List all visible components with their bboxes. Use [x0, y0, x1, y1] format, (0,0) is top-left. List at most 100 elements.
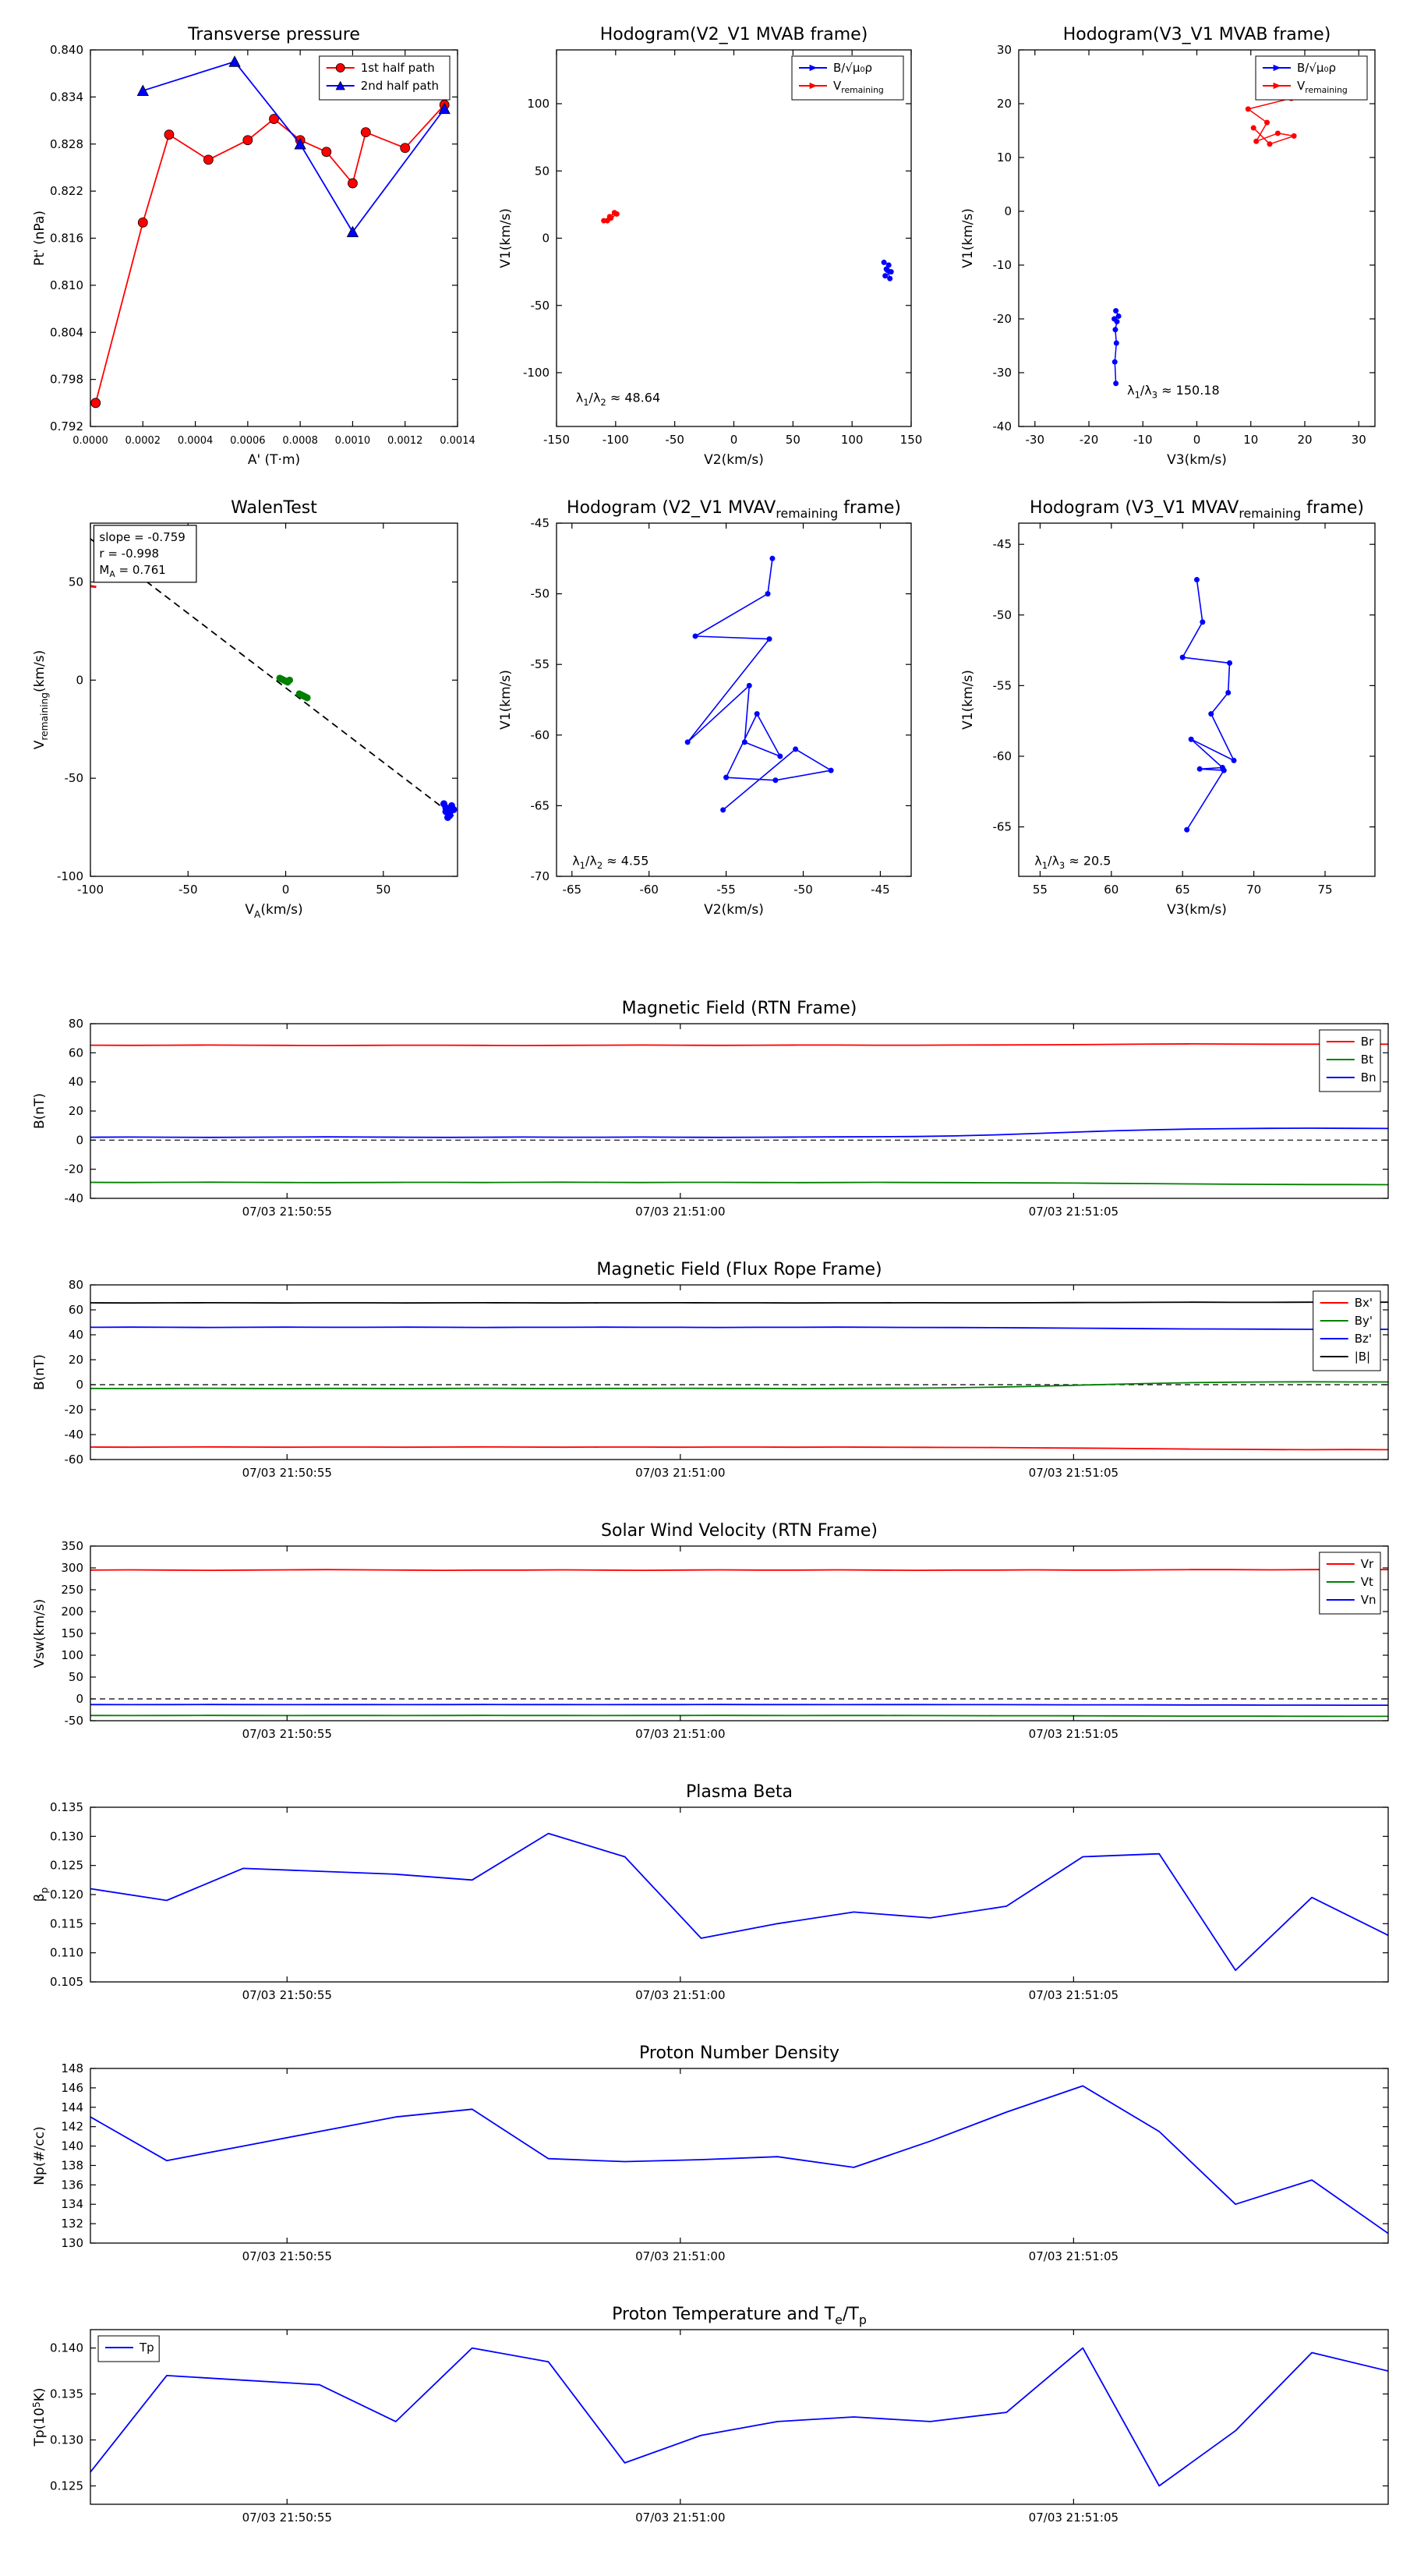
x-tick-label: 0.0002 — [125, 435, 161, 447]
legend-label: 2nd half path — [361, 79, 439, 93]
chart-title: Proton Number Density — [639, 2043, 839, 2063]
chart-title: Hodogram(V2_V1 MVAB frame) — [600, 25, 868, 44]
y-tick-label: 0.792 — [50, 419, 83, 433]
y-axis-label: Vsw(km/s) — [32, 1599, 48, 1668]
y-tick-label: 0.120 — [50, 1888, 83, 1902]
x-tick-label: -20 — [1080, 433, 1099, 447]
x-tick-label: 0.0006 — [230, 435, 266, 447]
y-tick-label: 0.115 — [50, 1916, 83, 1930]
x-tick-label: 0.0004 — [178, 435, 214, 447]
y-tick-label: 0.810 — [50, 278, 83, 292]
series-tp — [90, 2347, 1388, 2487]
axes-border — [556, 522, 912, 877]
x-tick-label: 07/03 21:51:00 — [635, 2249, 725, 2263]
y-tick-label: -20 — [65, 1162, 84, 1177]
axes-background — [90, 2330, 1388, 2504]
y-tick-label: 20 — [69, 1353, 83, 1367]
y-tick-label: 80 — [69, 1017, 83, 1031]
y-tick-label: -50 — [531, 299, 550, 313]
legend-label: Bn — [1361, 1070, 1376, 1085]
y-tick-label: -50 — [531, 587, 550, 601]
x-tick-label: 0.0000 — [72, 435, 108, 447]
y-tick-label: 0.110 — [50, 1946, 83, 1960]
y-tick-label: 0.840 — [50, 43, 83, 57]
x-axis-label: V3(km/s) — [1167, 902, 1227, 918]
y-tick-label: -40 — [65, 1191, 84, 1205]
chart-proton-temperature: 07/03 21:50:55 07/03 21:51:00 07/03 21:51:… — [31, 2305, 1389, 2525]
y-tick-label: 0.140 — [50, 2341, 83, 2355]
legend-label: B/√μ₀ρ — [1297, 61, 1336, 75]
x-tick-label: 0.0014 — [440, 435, 475, 447]
x-tick-label: 07/03 21:50:55 — [242, 1466, 332, 1480]
x-tick-label: 0 — [1193, 433, 1201, 447]
y-tick-label: 148 — [61, 2061, 83, 2075]
chart-transverse-pressure: 0.0000 0.0002 0.0004 0.0006 0.0008 0.0010 0.00… — [32, 25, 475, 468]
x-tick-label: -100 — [603, 433, 629, 447]
x-tick-label: 55 — [1033, 883, 1048, 897]
chart-title: Magnetic Field (Flux Rope Frame) — [596, 1260, 882, 1279]
axes-background — [1019, 50, 1375, 426]
y-tick-label: 0.130 — [50, 1829, 83, 1843]
x-tick-label: -55 — [716, 883, 736, 897]
y-axis-label: Pt' (nPa) — [32, 211, 48, 266]
series-vr — [90, 1569, 1388, 1571]
chart-title: Solar Wind Velocity (RTN Frame) — [601, 1521, 878, 1541]
legend-label: Bz' — [1355, 1332, 1372, 1346]
y-tick-label: 50 — [535, 164, 550, 178]
y-tick-label: -40 — [993, 419, 1012, 433]
y-tick-label: 0.125 — [50, 1859, 83, 1873]
y-tick-label: 140 — [61, 2139, 83, 2153]
series-by-prime — [90, 1381, 1388, 1389]
axes-border — [90, 2329, 1389, 2505]
y-tick-label: 0 — [76, 1378, 83, 1392]
legend-label: Br — [1361, 1035, 1374, 1049]
y-tick-label: 300 — [61, 1561, 83, 1575]
y-tick-label: -60 — [531, 728, 550, 742]
x-tick-label: -150 — [543, 433, 570, 447]
x-tick-label: 0.0008 — [282, 435, 318, 447]
y-tick-label: 0.105 — [50, 1975, 83, 1989]
y-tick-label: -10 — [993, 258, 1012, 272]
x-tick-label: 07/03 21:51:00 — [635, 1988, 725, 2002]
x-axis-label: V2(km/s) — [704, 452, 764, 468]
series-beta-p — [90, 1832, 1388, 1972]
y-tick-label: 100 — [527, 97, 550, 111]
series-1st-half-path — [90, 100, 450, 409]
y-axis-label: V1(km/s) — [498, 208, 514, 268]
x-tick-label: 150 — [900, 433, 923, 447]
y-tick-label: 0.125 — [50, 2479, 83, 2493]
series-first-half-marker — [90, 585, 97, 589]
chart-title: Proton Temperature and Te/Tp — [612, 2305, 867, 2327]
legend-label: B/√μ₀ρ — [833, 61, 872, 75]
chart-title: Hodogram (V2_V1 MVAVremaining frame) — [567, 498, 901, 521]
y-tick-label: 0 — [1004, 204, 1012, 218]
y-tick-label: -65 — [531, 798, 550, 812]
chart-title: Hodogram(V3_V1 MVAB frame) — [1063, 25, 1331, 44]
y-tick-label: 40 — [69, 1328, 83, 1342]
annotation: λ1/λ3 ≈ 150.18 — [1127, 383, 1220, 401]
annotation-text: λ1/λ3 ≈ 20.5 — [1034, 853, 1111, 871]
y-tick-label: 0 — [76, 1692, 83, 1706]
y-tick-label: 50 — [69, 1670, 83, 1684]
y-axis-label: Tp(105K) — [31, 2388, 48, 2447]
y-tick-label: 0 — [76, 673, 83, 687]
series-vn — [90, 1704, 1388, 1707]
ticks: 07/03 21:50:55 07/03 21:51:00 07/03 21:51:… — [65, 1017, 1388, 1219]
x-tick-label: 07/03 21:51:00 — [635, 1466, 725, 1480]
x-tick-label: 07/03 21:51:05 — [1029, 1205, 1119, 1219]
y-tick-label: 250 — [61, 1583, 83, 1597]
chart-magnetic-field-flux-rope: 07/03 21:50:55 07/03 21:51:00 07/03 21:51:… — [32, 1260, 1389, 1480]
y-tick-label: 80 — [69, 1278, 83, 1292]
series-bt — [90, 1181, 1388, 1186]
chart-plasma-beta: 07/03 21:50:55 07/03 21:51:00 07/03 21:51:… — [32, 1782, 1389, 2002]
y-tick-label: 146 — [61, 2081, 83, 2095]
axes-border — [90, 1284, 1389, 1460]
x-tick-label: 60 — [1104, 883, 1119, 897]
legend-label: Bx' — [1355, 1296, 1373, 1310]
y-tick-label: -20 — [65, 1403, 84, 1417]
x-axis-label: V3(km/s) — [1167, 452, 1227, 468]
x-tick-label: -50 — [178, 883, 198, 897]
y-tick-label: 144 — [61, 2100, 83, 2114]
series-b-over-sqrt-mu0-rho — [881, 260, 894, 281]
